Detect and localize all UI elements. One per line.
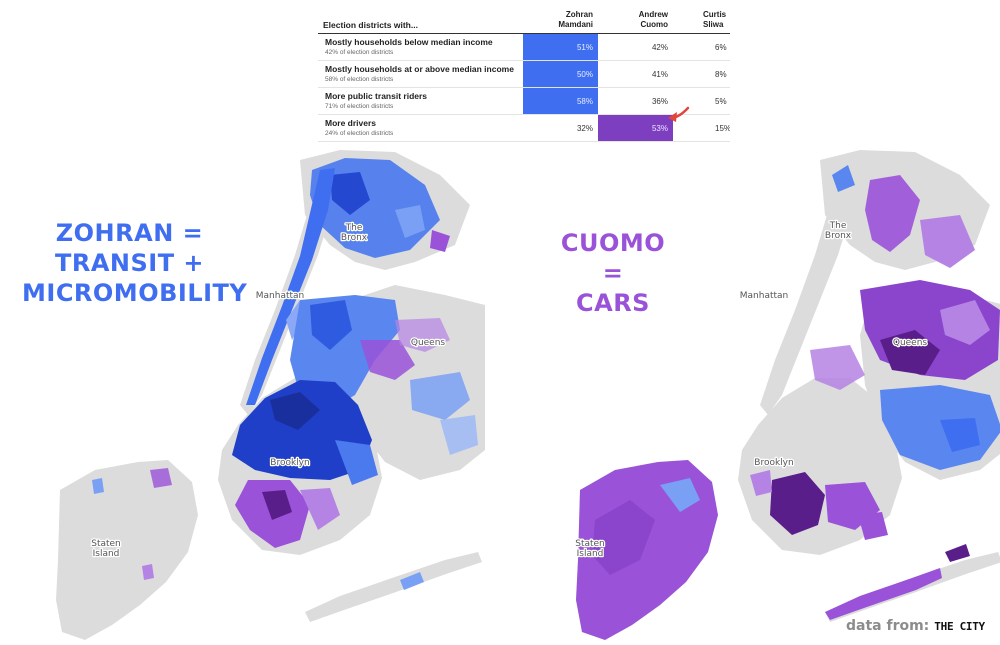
table-row: Mostly households at or above median inc…: [318, 60, 730, 88]
value-cell: 58%: [523, 87, 598, 115]
data-credit: data from: THE CITY: [846, 618, 985, 634]
headline-left-line-3: MICROMOBILITY: [22, 279, 248, 307]
row-label-cell: More drivers 24% of election districts: [318, 114, 523, 142]
results-table-header: Election districts with... Zohran Mamdani…: [318, 0, 730, 34]
table-row: More drivers 24% of election districts 32%…: [318, 114, 730, 142]
row-title: Mostly households at or above median inc…: [325, 63, 514, 74]
row-subtitle: 24% of election districts: [325, 129, 394, 137]
col-header-cuomo-last: Cuomo: [640, 20, 668, 29]
row-title: More drivers: [325, 117, 377, 128]
table-row: Mostly households below median income 42%…: [318, 33, 730, 61]
table-row: More public transit riders 71% of electio…: [318, 87, 730, 115]
col-header-sliwa-first: Curtis: [703, 10, 727, 19]
value-cell: 5%: [673, 87, 730, 115]
left-label-bronx-2: Bronx: [341, 233, 368, 243]
value-cell: 53%: [598, 114, 673, 142]
the-city-logo: THE CITY: [934, 620, 985, 633]
left-label-staten-island: Staten Island: [91, 539, 121, 559]
table-header-label: Election districts with...: [318, 0, 523, 34]
headline-left-line-2: TRANSIT +: [54, 249, 205, 277]
row-label-cell: More public transit riders 71% of electio…: [318, 87, 523, 115]
left-label-si-2: Island: [93, 549, 120, 559]
row-subtitle: 71% of election districts: [325, 102, 394, 110]
headline-right-line-2: CARS: [576, 289, 650, 317]
right-label-queens: Queens: [893, 338, 928, 348]
results-table-body: Mostly households below median income 42%…: [318, 33, 730, 142]
value-cell: 32%: [523, 114, 598, 142]
left-map: [56, 150, 485, 640]
value-cell: 42%: [598, 33, 673, 61]
value-cell: 8%: [673, 60, 730, 88]
right-label-manhattan: Manhattan: [740, 291, 788, 301]
left-label-manhattan: Manhattan: [256, 291, 304, 301]
left-label-queens: Queens: [411, 338, 446, 348]
col-header-mamdani: Zohran Mamdani: [523, 0, 598, 34]
col-header-mamdani-last: Mamdani: [558, 20, 593, 29]
left-label-bronx: The Bronx: [341, 223, 368, 243]
results-table: Election districts with... Zohran Mamdani…: [318, 0, 730, 142]
headline-right-line-1: CUOMO =: [560, 229, 666, 287]
left-brooklyn-shading: [232, 380, 372, 480]
right-label-bronx-1: The: [829, 221, 847, 231]
left-label-si-1: Staten: [91, 539, 121, 549]
value-cell: 50%: [523, 60, 598, 88]
right-label-si-1: Staten: [575, 539, 605, 549]
results-table-panel: Election districts with... Zohran Mamdani…: [318, 0, 730, 142]
col-header-cuomo: Andrew Cuomo: [598, 0, 673, 34]
col-header-cuomo-first: Andrew: [638, 10, 668, 19]
value-cell: 6%: [673, 33, 730, 61]
value-cell: 15%: [673, 114, 730, 142]
right-label-staten-island: Staten Island: [575, 539, 605, 559]
right-label-bronx-2: Bronx: [825, 231, 852, 241]
right-label-bronx: The Bronx: [825, 221, 852, 241]
row-title: More public transit riders: [325, 90, 428, 101]
right-label-brooklyn: Brooklyn: [754, 458, 793, 468]
row-label-cell: Mostly households at or above median inc…: [318, 60, 523, 88]
headline-left-line-1: ZOHRAN =: [55, 219, 204, 247]
col-header-sliwa-last: Sliwa: [703, 20, 724, 29]
row-subtitle: 42% of election districts: [325, 48, 394, 56]
left-label-brooklyn: Brooklyn: [270, 458, 309, 468]
left-manhattan-shading: [246, 168, 335, 405]
credit-prefix: data from:: [846, 618, 930, 634]
value-cell: 36%: [598, 87, 673, 115]
right-label-si-2: Island: [577, 549, 604, 559]
right-map: [576, 150, 1000, 640]
headline-left: ZOHRAN = TRANSIT + MICROMOBILITY: [22, 218, 248, 308]
value-cell: 41%: [598, 60, 673, 88]
headline-right: CUOMO = CARS: [548, 228, 678, 318]
left-label-bronx-1: The: [345, 223, 363, 233]
row-title: Mostly households below median income: [325, 36, 493, 47]
col-header-sliwa: Curtis Sliwa: [673, 0, 730, 34]
value-cell: 51%: [523, 33, 598, 61]
row-subtitle: 58% of election districts: [325, 75, 394, 83]
row-label-cell: Mostly households below median income 42%…: [318, 33, 523, 61]
col-header-mamdani-first: Zohran: [565, 10, 593, 19]
